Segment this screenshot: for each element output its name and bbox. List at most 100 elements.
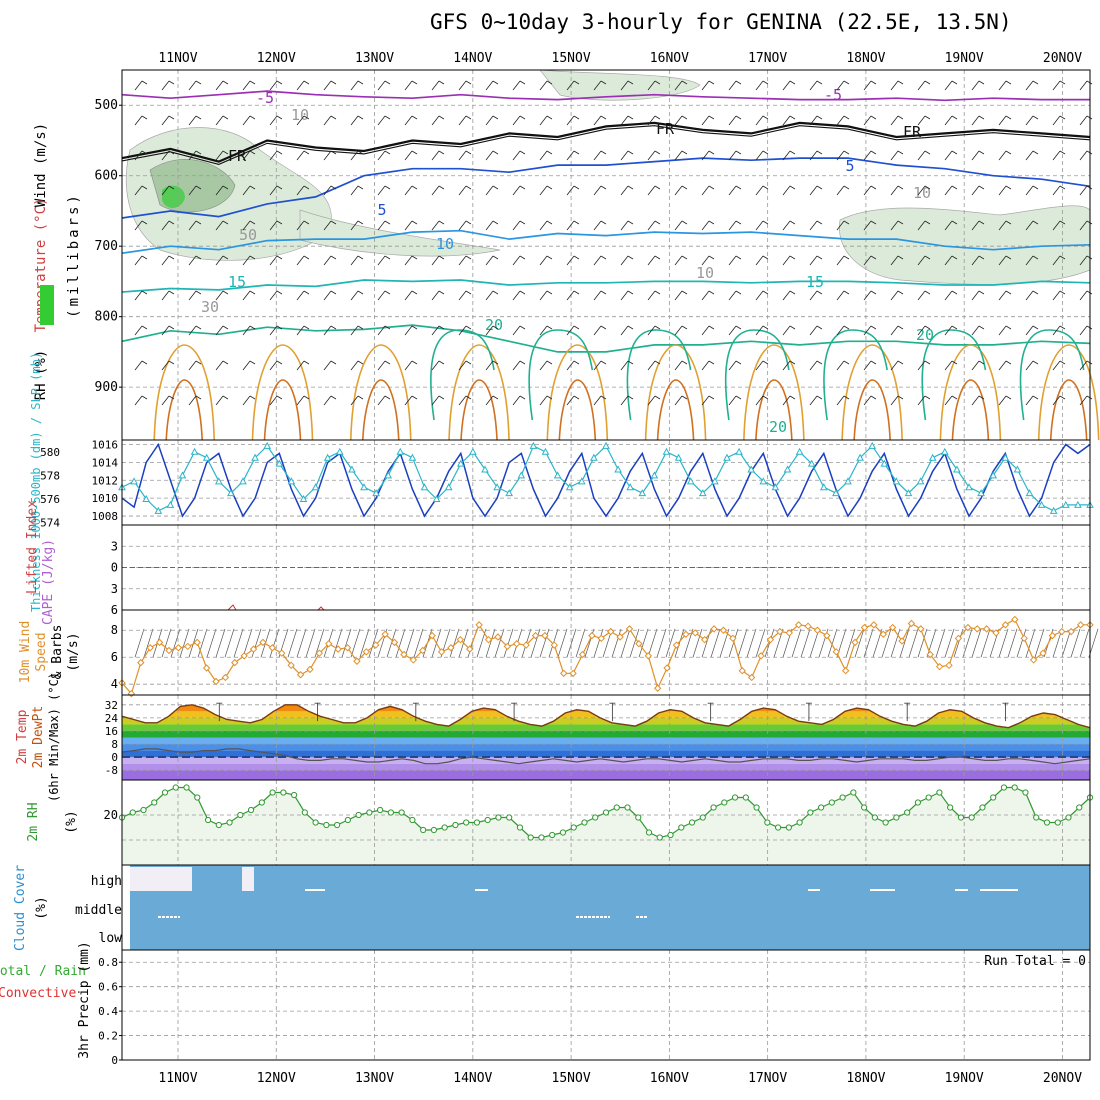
contour-line [626,329,692,421]
rh-marker [506,814,513,821]
wind-barb [836,115,850,126]
wind-barb [296,628,307,658]
rh-marker [699,814,706,821]
rh-marker [839,794,846,801]
wind-barb [485,628,496,658]
thickness-marker [239,477,247,485]
wind-barb [512,290,526,301]
wind-barb [782,290,796,301]
cloud-gap [242,867,254,891]
temp-band [122,763,1090,771]
rh-marker [678,824,685,831]
axis-label: (m/s) [66,632,81,671]
wind-barb [188,360,202,371]
wind-barb [134,360,148,371]
axis-label: & Barbs [50,625,65,680]
wind-barb [620,220,634,231]
wind-barb [620,628,631,658]
thickness-marker [251,453,259,461]
rh-marker [161,789,169,796]
wind-barb [782,115,796,126]
wind-barb [224,628,235,658]
wind-barb [971,360,985,371]
wind-barb [980,628,991,658]
wind-barb [350,290,364,301]
axis-label: Lifted Index [25,500,40,594]
wind-barb [269,325,283,336]
wind-barb [674,628,685,658]
wind-barb [890,290,904,301]
cloud-fill [130,865,1090,950]
rh-marker [925,794,932,801]
wind-barb [575,628,586,658]
thickness-marker [916,477,925,485]
contour-label: 20 [485,316,503,334]
y-tick-label: 0 [111,751,118,764]
wind-speed-marker [306,665,314,674]
wind-speed-marker [823,631,831,640]
wind-barb [512,360,526,371]
wind-barb [188,255,202,266]
wind-speed-marker [249,645,258,653]
wind-speed-marker [1076,621,1085,629]
wind-barb [872,628,883,658]
wind-barb [863,255,877,266]
y-tick-label: 1012 [92,474,119,487]
thickness-marker [590,453,598,461]
wind-barb [377,255,391,266]
y-tick-label: 1010 [92,492,119,505]
wind-barb [755,115,769,126]
wind-barb [737,628,748,658]
contour-label: 5 [845,157,854,175]
wind-barb [269,395,283,406]
wind-barb [593,360,607,371]
wind-barb [485,255,499,266]
temp-band [122,737,1090,745]
wind-barb [458,115,472,126]
wind-barb [431,185,445,196]
thickness-marker [553,471,562,479]
contour-line [121,229,1091,255]
wind-barb [701,220,715,231]
wind-barb [323,115,337,126]
wind-speed-marker [644,652,652,660]
wind-speed-marker [334,645,342,653]
wind-barb [647,255,661,266]
wind-barb [350,255,364,266]
wind-barb [377,290,391,301]
wind-speed-marker [343,644,352,652]
axis-label: (%) [64,810,79,833]
wind-barb [458,360,472,371]
thickness-marker [795,447,804,455]
contour-line [121,90,1090,102]
rh-marker [516,824,524,831]
wind-barb [917,220,931,231]
rh-marker [957,814,965,821]
date-label-top: 19NOV [945,51,984,66]
thickness-marker [1037,500,1046,508]
wind-barb [755,325,769,336]
wind-barb [296,395,310,406]
cloud-level-label: low [99,931,123,946]
wind-barb [566,220,580,231]
wind-barb [728,220,742,231]
axis-label: CAPE (J/kg) [41,539,56,625]
y-tick-label: 20 [104,808,118,822]
wind-barb [809,185,823,196]
wind-barb [755,185,769,196]
rh-marker [764,819,771,826]
contour-line [823,329,888,421]
rh-marker [635,814,642,821]
wind-barb [296,290,310,301]
wind-barb [1070,628,1081,658]
wind-barb [539,325,553,336]
wind-speed-marker [691,629,699,637]
wind-barb [971,80,985,91]
wind-barb [404,115,418,126]
wind-barb [215,255,229,266]
wind-barb [242,255,256,266]
wind-barb [953,628,964,658]
y-tick-label: 24 [105,712,119,725]
rh-marker [807,809,814,816]
wind-speed-marker [1011,615,1019,624]
